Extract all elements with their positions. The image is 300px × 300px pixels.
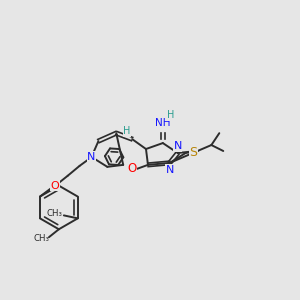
Text: NH: NH: [155, 118, 171, 128]
Text: O: O: [128, 162, 137, 175]
Text: N: N: [87, 152, 96, 162]
Text: CH₃: CH₃: [33, 234, 49, 243]
Text: H: H: [167, 110, 174, 120]
Text: H: H: [124, 126, 131, 136]
Text: N: N: [173, 141, 182, 151]
Text: S: S: [190, 146, 197, 160]
Text: CH₃: CH₃: [47, 209, 63, 218]
Text: N: N: [166, 165, 174, 175]
Text: O: O: [50, 181, 59, 191]
